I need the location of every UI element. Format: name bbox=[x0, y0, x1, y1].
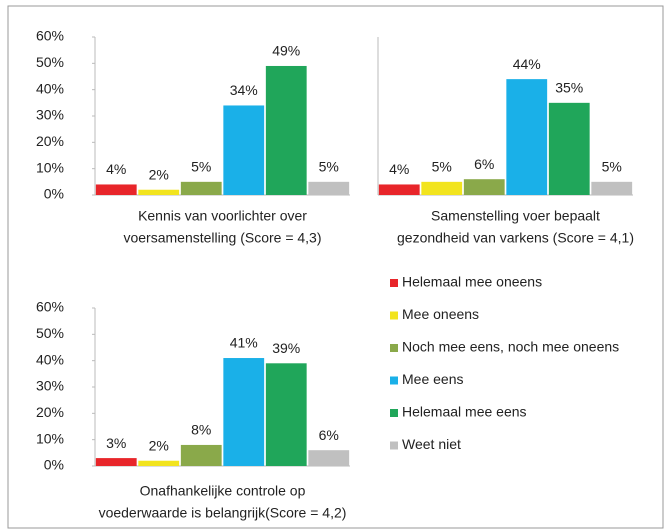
bar bbox=[308, 181, 350, 195]
legend-swatch bbox=[390, 376, 398, 385]
y-tick-label: 50% bbox=[36, 54, 64, 70]
bar bbox=[223, 105, 265, 195]
bar bbox=[378, 184, 420, 195]
value-label: 4% bbox=[106, 161, 126, 177]
y-tick-label: 20% bbox=[36, 404, 64, 420]
x-axis-label: Samenstelling voer bepaalt bbox=[431, 208, 600, 224]
y-tick-label: 10% bbox=[36, 430, 64, 446]
bar bbox=[138, 460, 180, 466]
value-label: 5% bbox=[191, 159, 211, 175]
legend-label: Helemaal mee oneens bbox=[402, 274, 542, 290]
legend-swatch bbox=[390, 441, 398, 450]
value-label: 6% bbox=[319, 427, 339, 443]
bar bbox=[463, 179, 505, 195]
y-tick-label: 60% bbox=[36, 28, 64, 44]
bar bbox=[180, 444, 222, 466]
bar bbox=[308, 450, 350, 466]
frame bbox=[7, 5, 664, 529]
y-tick-label: 60% bbox=[36, 299, 64, 315]
value-label: 3% bbox=[106, 435, 126, 451]
value-label: 5% bbox=[432, 159, 452, 175]
bar bbox=[138, 189, 180, 195]
value-label: 4% bbox=[389, 161, 409, 177]
value-label: 2% bbox=[149, 437, 169, 453]
value-label: 34% bbox=[230, 82, 258, 98]
x-axis-label: voersamenstelling (Score = 4,3) bbox=[123, 230, 321, 246]
value-label: 8% bbox=[191, 422, 211, 438]
x-axis-label: gezondheid van varkens (Score = 4,1) bbox=[397, 230, 634, 246]
value-label: 41% bbox=[230, 335, 258, 351]
y-tick-label: 0% bbox=[44, 186, 64, 202]
legend-swatch bbox=[390, 409, 398, 417]
legend-label: Mee eens bbox=[402, 371, 463, 387]
value-label: 5% bbox=[319, 159, 339, 175]
bar bbox=[95, 184, 137, 195]
value-label: 2% bbox=[149, 166, 169, 182]
bar bbox=[180, 181, 222, 195]
bar bbox=[506, 79, 548, 195]
legend-swatch bbox=[390, 344, 398, 352]
y-tick-label: 20% bbox=[36, 133, 64, 149]
x-axis-label: Onafhankelijke controle op bbox=[140, 483, 306, 499]
bar bbox=[265, 65, 307, 195]
x-axis-label: voederwaarde is belangrijk(Score = 4,2) bbox=[99, 505, 347, 521]
value-label: 6% bbox=[474, 156, 494, 172]
legend-swatch bbox=[390, 279, 398, 287]
legend-label: Noch mee eens, noch mee oneens bbox=[402, 339, 619, 355]
legend-label: Weet niet bbox=[402, 436, 461, 452]
value-label: 49% bbox=[272, 43, 300, 59]
y-tick-label: 0% bbox=[44, 457, 64, 473]
legend-label: Mee oneens bbox=[402, 306, 479, 322]
bar bbox=[223, 358, 265, 466]
bar bbox=[95, 458, 137, 466]
y-tick-label: 30% bbox=[36, 378, 64, 394]
y-tick-label: 10% bbox=[36, 159, 64, 175]
value-label: 35% bbox=[555, 80, 583, 96]
bar bbox=[265, 363, 307, 466]
y-tick-label: 50% bbox=[36, 325, 64, 341]
value-label: 44% bbox=[513, 56, 541, 72]
legend-label: Helemaal mee eens bbox=[402, 404, 527, 420]
y-tick-label: 40% bbox=[36, 80, 64, 96]
bar bbox=[548, 102, 590, 195]
bar bbox=[591, 181, 633, 195]
x-axis-label: Kennis van voorlichter over bbox=[138, 208, 307, 224]
y-tick-label: 30% bbox=[36, 107, 64, 123]
value-label: 39% bbox=[272, 340, 300, 356]
legend-swatch bbox=[390, 311, 398, 320]
bar bbox=[421, 181, 463, 195]
y-tick-label: 40% bbox=[36, 351, 64, 367]
value-label: 5% bbox=[602, 159, 622, 175]
